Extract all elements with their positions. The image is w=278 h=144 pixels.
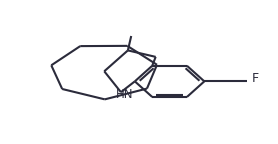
Text: F: F (252, 72, 259, 85)
Text: HN: HN (116, 88, 134, 101)
